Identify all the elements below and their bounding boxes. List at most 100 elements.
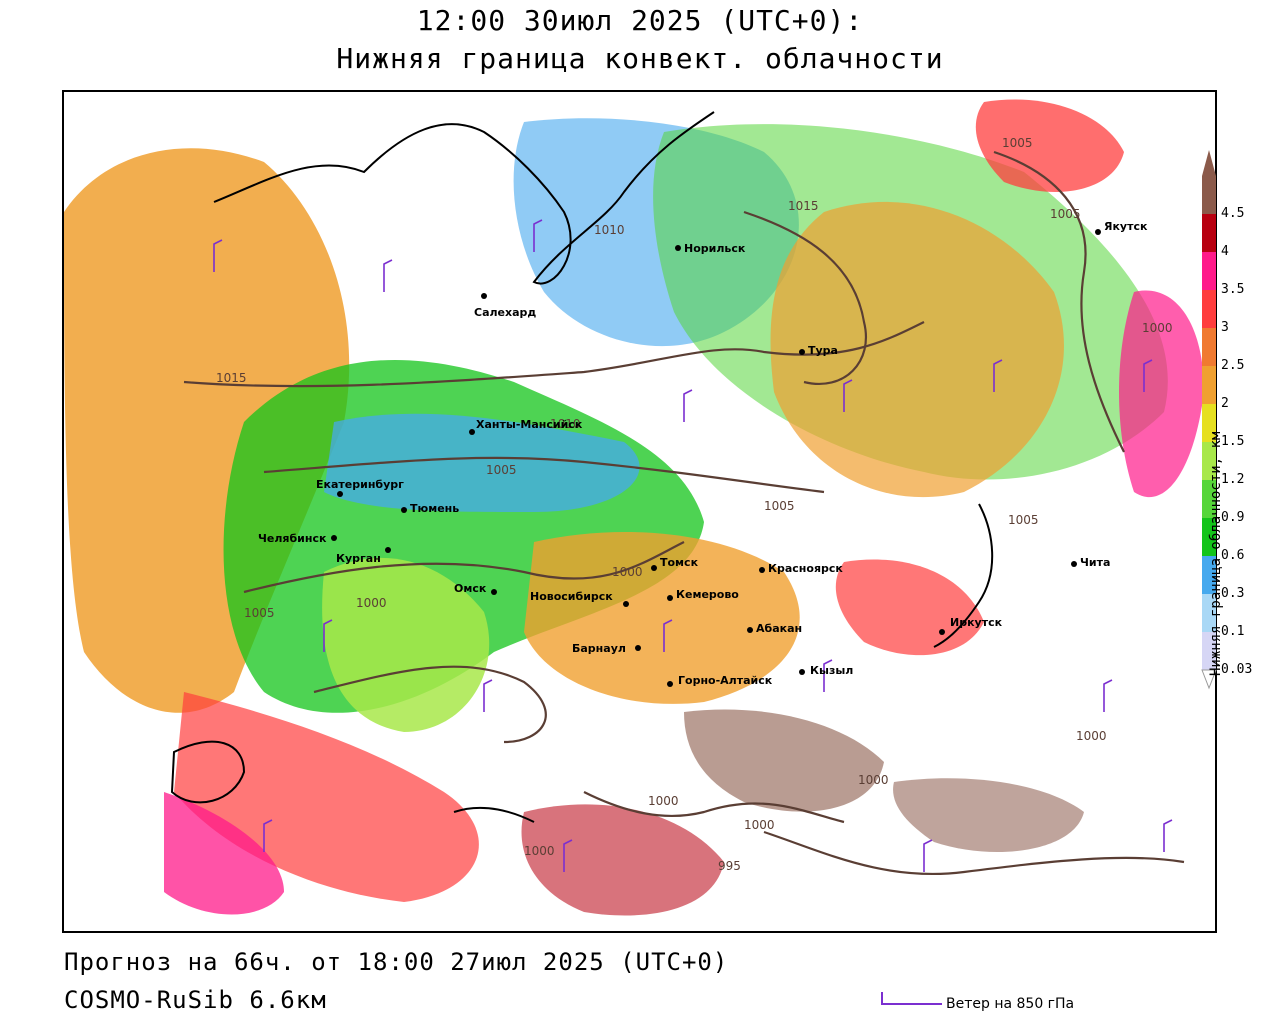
city-label: Челябинск [258, 532, 327, 545]
city-marker [651, 565, 657, 571]
city-label: Кемерово [676, 588, 739, 601]
city-marker [675, 245, 681, 251]
isobar-label: 1000 [612, 565, 643, 579]
cloud-field-red-ne [975, 99, 1124, 192]
city-layer: Якутск Норильск Салехард Ханты-Мансийск … [258, 220, 1148, 687]
wind-barb [993, 359, 1003, 392]
caspian-outline [170, 740, 246, 804]
color-bar-segment [1202, 518, 1216, 556]
city-label: Якутск [1104, 220, 1148, 233]
city-label: Чита [1080, 556, 1110, 569]
wind-barb [563, 839, 573, 872]
isobar-label: 1015 [788, 199, 819, 213]
wind-barb [683, 389, 693, 422]
wind-barb [323, 619, 333, 652]
isobar-line [313, 665, 547, 744]
color-bar-label: 0.1 [1221, 624, 1245, 639]
city-label: Иркутск [950, 616, 1003, 629]
cloud-field-brown-s [684, 709, 884, 812]
city-marker [1071, 561, 1077, 567]
color-bar-label: 4 [1221, 244, 1229, 259]
color-bar-segment [1202, 442, 1216, 480]
map-title: 12:00 30июл 2025 (UTC+0): [416, 4, 864, 37]
wind-barb [533, 219, 543, 252]
city-label: Красноярск [768, 562, 843, 575]
city-marker [939, 629, 945, 635]
color-bar-segment [1202, 556, 1216, 594]
city-marker [667, 681, 673, 687]
isobar-label: 1005 [764, 499, 795, 513]
wind-legend-icon [881, 992, 942, 1005]
color-bar-label: 0.03 [1221, 662, 1253, 677]
city-label: Ханты-Мансийск [476, 418, 583, 431]
isobar-label: 1010 [550, 417, 581, 431]
isobar-label: 1005 [244, 606, 275, 620]
city-marker [759, 567, 765, 573]
isobar-line [583, 791, 845, 824]
color-bar-label: 4.5 [1221, 206, 1245, 221]
wind-barb [1143, 359, 1153, 392]
city-label: Норильск [684, 242, 746, 255]
coastline-layer [170, 111, 994, 823]
city-label: Тюмень [410, 502, 459, 515]
isobar-label: 1000 [744, 818, 775, 832]
cloud-field-lightgreen [322, 557, 490, 732]
arctic-coastline [213, 111, 715, 285]
isobar-label: 1005 [1008, 513, 1039, 527]
isobar-label: 1000 [1076, 729, 1107, 743]
city-marker [337, 491, 343, 497]
city-label: Курган [336, 552, 381, 565]
isobar-label: 1010 [594, 223, 625, 237]
isobar-line [243, 541, 685, 594]
isobar-label: 1000 [648, 794, 679, 808]
city-marker [747, 627, 753, 633]
isobar-line [263, 456, 825, 494]
wind-barb [1163, 819, 1173, 852]
color-bar-title: Нижняя граница облачности, км [1208, 431, 1224, 676]
isobar-label: 1000 [356, 596, 387, 610]
city-label: Горно-Алтайск [678, 674, 773, 687]
wind-barb [213, 239, 223, 272]
isobar-label: 1000 [524, 844, 555, 858]
color-bar-cap-top [1202, 150, 1216, 176]
color-bar-label: 0.9 [1221, 510, 1245, 525]
city-marker [331, 535, 337, 541]
city-label: Кызыл [810, 664, 853, 677]
city-marker [1095, 229, 1101, 235]
cloud-field-brown-se [893, 778, 1084, 852]
city-marker [481, 293, 487, 299]
color-bar-label: 0.6 [1221, 548, 1245, 563]
model-name: COSMO-RuSib 6.6км [64, 986, 327, 1014]
isobar-line [993, 150, 1125, 453]
cloud-field-blue-mid [324, 413, 640, 512]
isobar-labels: 1005 1015 1010 1015 1010 1005 1005 1000 … [216, 136, 1173, 873]
color-bar-label: 2.5 [1221, 358, 1245, 373]
city-marker [799, 669, 805, 675]
city-label: Салехард [474, 306, 536, 319]
city-label: Томск [660, 556, 699, 569]
color-bar-segment [1202, 214, 1216, 252]
lake-baikal-outline [933, 503, 994, 648]
wind-legend-label: Ветер на 850 гПа [946, 996, 1075, 1012]
isobar-label: 1015 [216, 371, 247, 385]
city-marker [491, 589, 497, 595]
color-bar-label: 0.3 [1221, 586, 1245, 601]
cloud-field-magenta-e [1119, 290, 1204, 498]
isobar-label: 1000 [1142, 321, 1173, 335]
city-label: Абакан [756, 622, 802, 635]
wind-barb [483, 679, 493, 712]
wind-barb [843, 379, 853, 412]
isobar-label: 1005 [1002, 136, 1033, 150]
cloud-field-red-baikal [835, 559, 984, 656]
isobar-layer [183, 150, 1185, 876]
isobar-label: 995 [718, 859, 741, 873]
color-bar-segment [1202, 176, 1216, 214]
color-bar-label: 3 [1221, 320, 1229, 335]
wind-barb [663, 619, 673, 652]
cloud-field-layer [64, 99, 1204, 916]
cloud-field-magenta-sw [164, 792, 284, 915]
color-bar-segment [1202, 252, 1216, 290]
color-bar-label: 1.5 [1221, 434, 1245, 449]
city-marker [385, 547, 391, 553]
wind-barb-layer [213, 219, 1173, 872]
